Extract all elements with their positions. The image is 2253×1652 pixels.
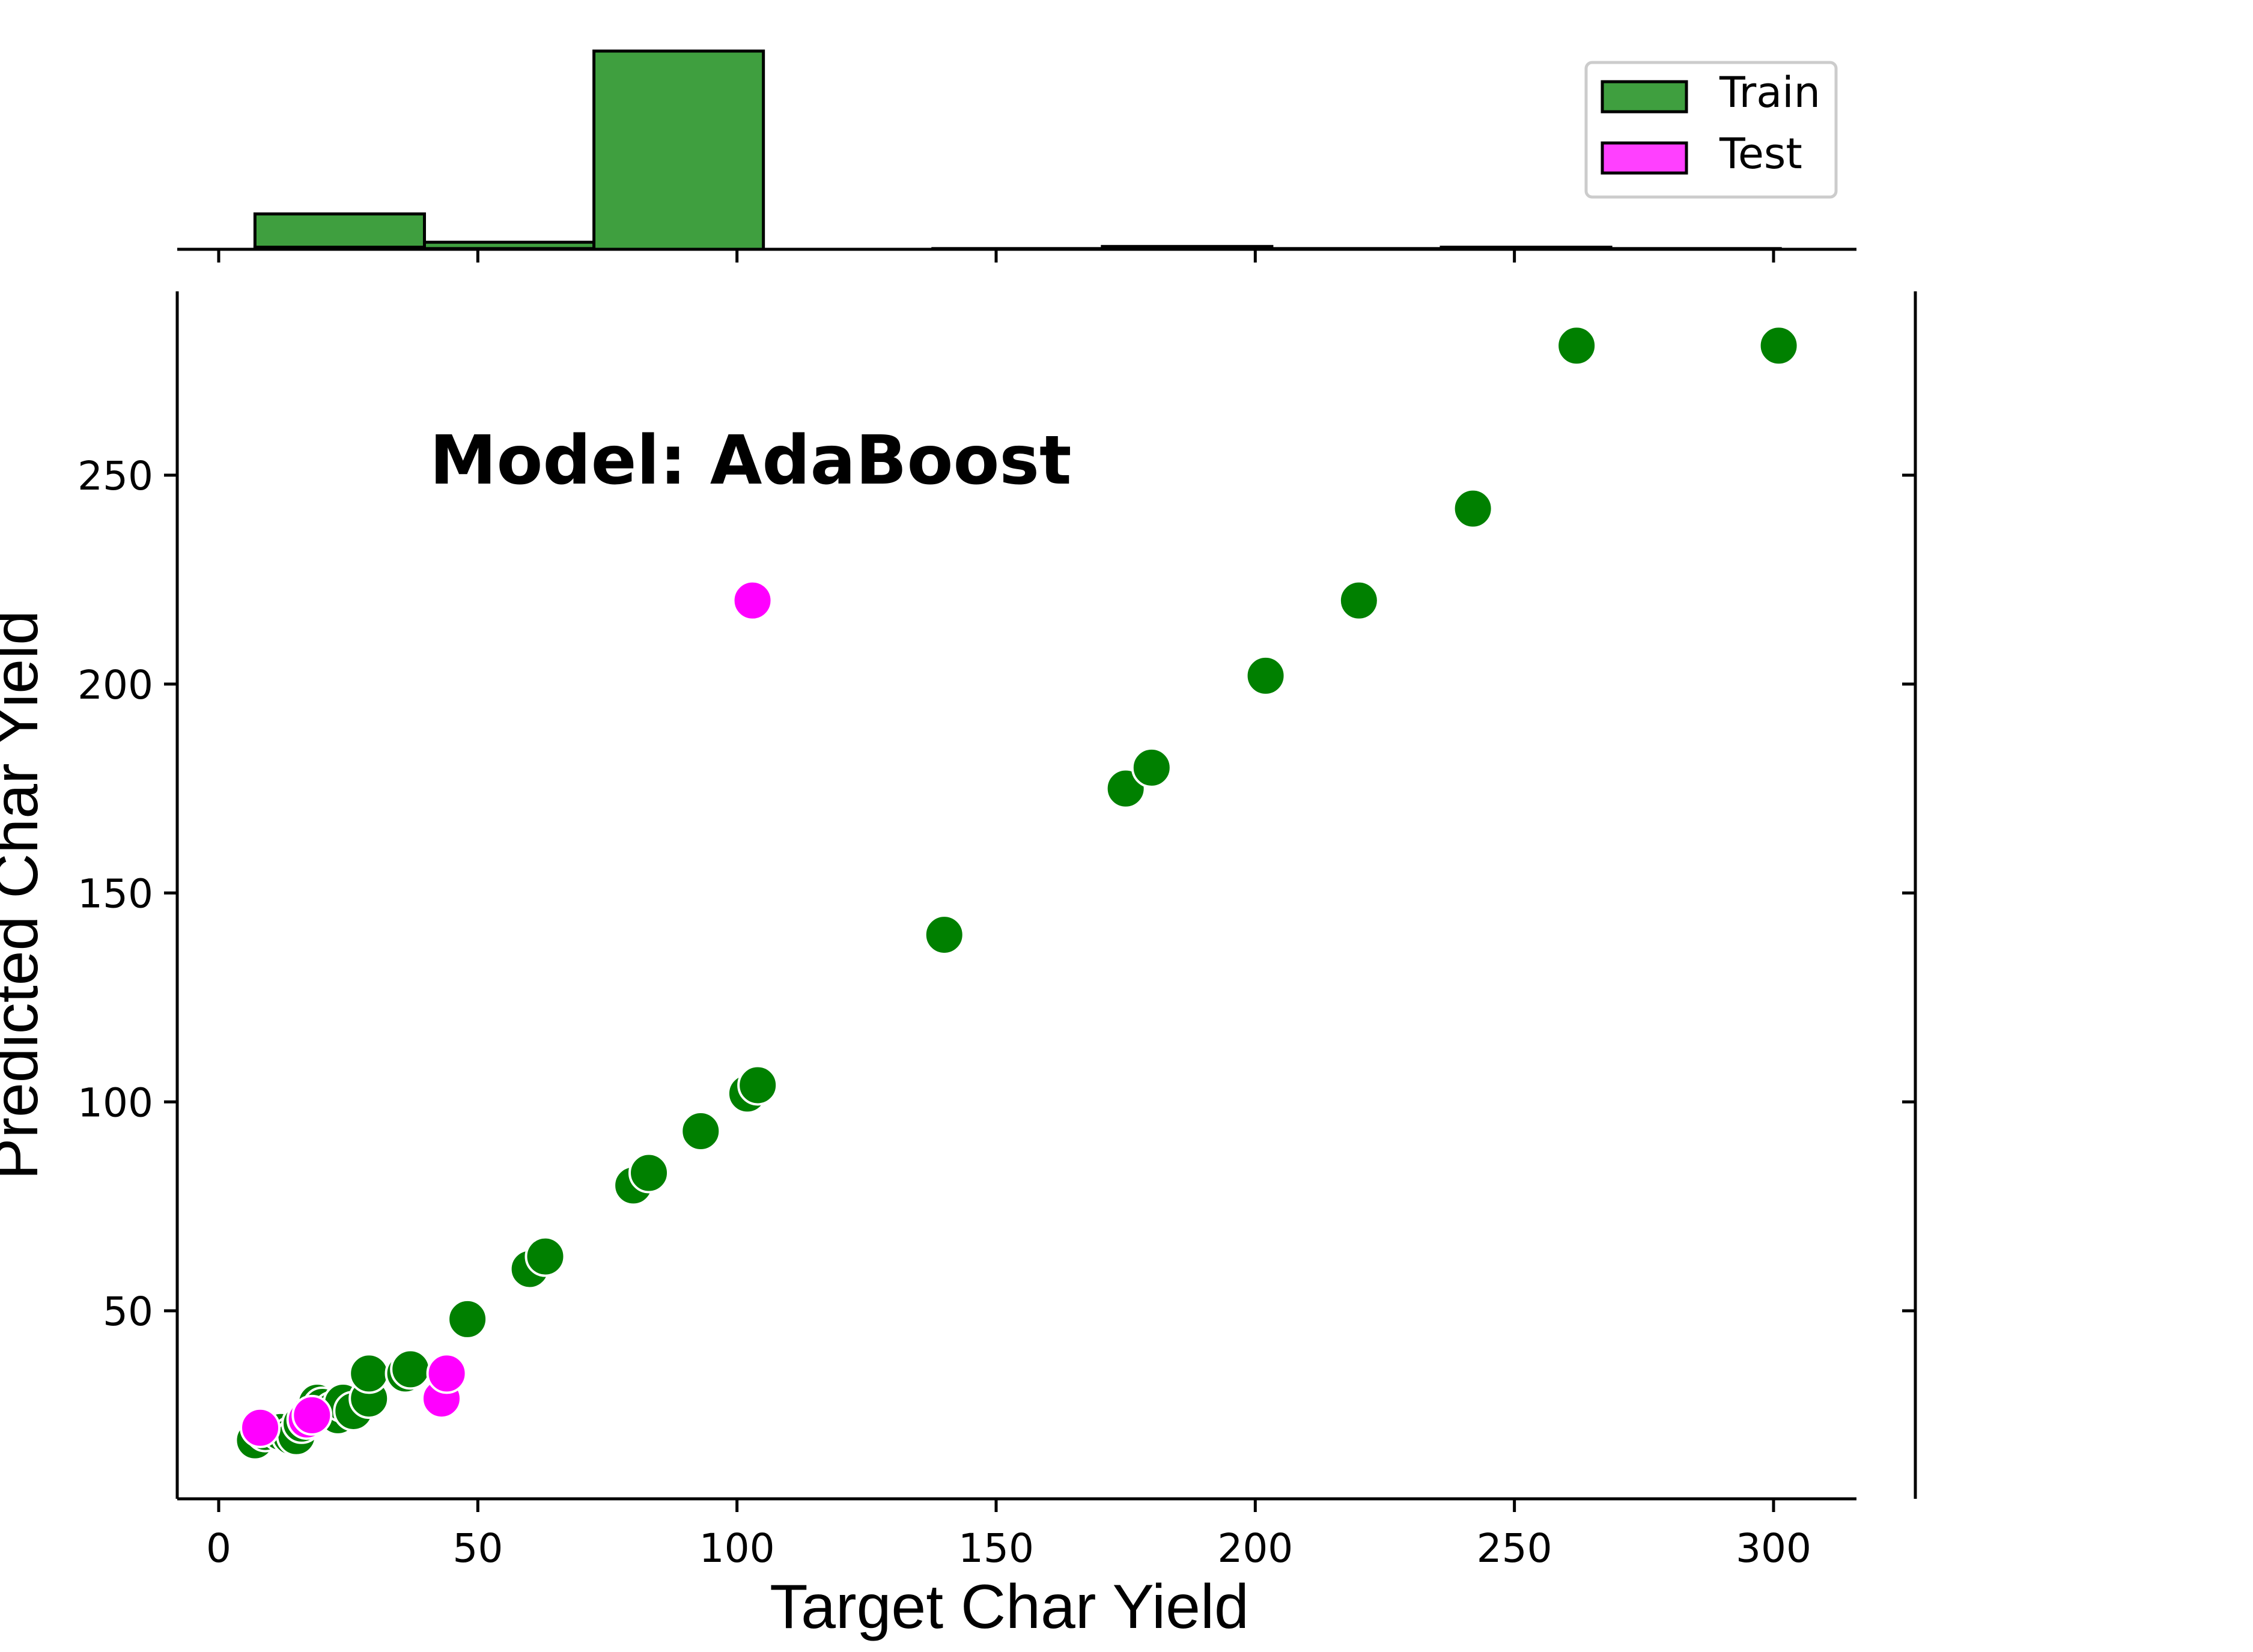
x-tick-label: 200 <box>1217 1525 1293 1572</box>
legend-label-test: Test <box>1719 129 1802 178</box>
x-tick-label: 100 <box>699 1525 775 1572</box>
point-train <box>524 1236 566 1277</box>
y-tick-label: 50 <box>103 1289 153 1335</box>
y-axis-label: Predicted Char Yield <box>0 610 51 1180</box>
y-tick-label: 250 <box>78 453 153 499</box>
point-train <box>1758 325 1799 366</box>
x-tick-label: 300 <box>1736 1525 1811 1572</box>
y-tick-label: 200 <box>78 662 153 708</box>
x-tick-label: 150 <box>958 1525 1034 1572</box>
axes: 0 50 100 150 200 250 300 50 100 150 200 250 <box>78 291 1917 1572</box>
legend: Train Test <box>1584 61 1838 199</box>
point-train <box>680 1110 722 1152</box>
marginal-histogram-x <box>177 49 1856 263</box>
legend-swatch-test <box>1601 141 1688 175</box>
point-test <box>240 1407 281 1448</box>
point-test <box>291 1394 333 1436</box>
point-train <box>1452 488 1494 529</box>
point-train <box>1131 747 1172 788</box>
y-tick-label: 100 <box>78 1080 153 1126</box>
point-train <box>348 1353 390 1394</box>
x-axis-label: Target Char Yield <box>770 1572 1249 1642</box>
legend-swatch-train <box>1601 80 1688 114</box>
x-tick-label: 0 <box>206 1525 231 1572</box>
point-train <box>390 1349 431 1390</box>
x-tick-label: 50 <box>452 1525 503 1572</box>
legend-label-train: Train <box>1719 68 1820 117</box>
model-annotation: Model: AdaBoost <box>430 422 1072 500</box>
point-train <box>628 1152 670 1194</box>
hist-bar-train <box>253 212 426 251</box>
point-train <box>447 1298 488 1340</box>
point-test <box>426 1353 467 1394</box>
point-test <box>732 580 773 621</box>
point-train <box>1556 325 1598 366</box>
point-train <box>923 914 965 956</box>
point-train <box>1338 580 1379 621</box>
point-train <box>1245 655 1286 696</box>
scatter-points <box>234 325 1799 1461</box>
point-train <box>737 1064 779 1106</box>
y-tick-label: 150 <box>78 871 153 917</box>
hist-bar-train <box>592 49 765 251</box>
x-tick-label: 250 <box>1477 1525 1552 1572</box>
